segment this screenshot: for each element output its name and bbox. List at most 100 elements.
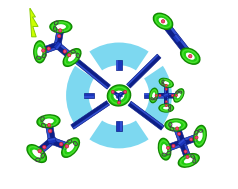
Ellipse shape (55, 24, 67, 30)
Polygon shape (112, 92, 119, 97)
Circle shape (38, 149, 41, 153)
Circle shape (172, 144, 175, 147)
Ellipse shape (181, 48, 200, 64)
Circle shape (42, 49, 45, 52)
Polygon shape (116, 121, 122, 131)
Polygon shape (116, 93, 122, 96)
Polygon shape (164, 95, 169, 108)
Ellipse shape (161, 143, 168, 155)
Ellipse shape (37, 46, 43, 57)
Polygon shape (75, 59, 110, 89)
Polygon shape (181, 133, 200, 142)
Circle shape (176, 127, 179, 130)
Ellipse shape (159, 138, 171, 160)
Ellipse shape (34, 41, 46, 63)
Polygon shape (51, 137, 72, 151)
Polygon shape (45, 122, 51, 141)
Circle shape (165, 84, 167, 86)
Polygon shape (116, 93, 122, 98)
Polygon shape (54, 26, 60, 45)
Ellipse shape (165, 119, 187, 131)
Polygon shape (48, 138, 56, 141)
Ellipse shape (174, 89, 184, 102)
Polygon shape (118, 91, 125, 95)
Circle shape (188, 54, 192, 58)
Circle shape (159, 94, 161, 97)
Circle shape (60, 143, 63, 146)
Ellipse shape (194, 125, 206, 147)
Circle shape (47, 47, 50, 50)
Polygon shape (30, 9, 38, 37)
Polygon shape (118, 95, 120, 103)
Polygon shape (55, 43, 62, 50)
Polygon shape (54, 26, 64, 46)
Polygon shape (116, 60, 119, 70)
Polygon shape (163, 93, 169, 96)
Polygon shape (183, 142, 192, 160)
Circle shape (111, 90, 114, 93)
Circle shape (43, 145, 46, 149)
Polygon shape (118, 91, 126, 97)
Polygon shape (144, 93, 154, 95)
Wedge shape (89, 121, 149, 148)
Ellipse shape (43, 118, 55, 125)
Polygon shape (172, 34, 181, 43)
Ellipse shape (170, 122, 182, 128)
Circle shape (190, 138, 193, 141)
Circle shape (165, 88, 167, 90)
Polygon shape (164, 83, 169, 95)
Polygon shape (175, 34, 181, 41)
Polygon shape (35, 138, 54, 156)
Ellipse shape (185, 52, 195, 60)
Polygon shape (73, 104, 109, 129)
Wedge shape (144, 66, 172, 125)
Ellipse shape (113, 90, 125, 101)
Circle shape (175, 94, 177, 97)
Ellipse shape (153, 13, 173, 29)
Wedge shape (89, 43, 149, 70)
Circle shape (63, 50, 66, 53)
Polygon shape (173, 125, 181, 144)
Polygon shape (167, 95, 169, 108)
Circle shape (184, 150, 187, 153)
Ellipse shape (149, 88, 158, 103)
Circle shape (171, 94, 174, 97)
Polygon shape (178, 139, 185, 145)
Polygon shape (166, 93, 179, 95)
Polygon shape (84, 96, 94, 98)
Circle shape (167, 146, 170, 149)
Circle shape (178, 132, 181, 136)
Ellipse shape (66, 143, 75, 153)
Ellipse shape (32, 149, 42, 158)
Polygon shape (127, 54, 159, 86)
Polygon shape (166, 93, 179, 98)
Polygon shape (164, 19, 193, 56)
Polygon shape (181, 133, 201, 146)
Ellipse shape (62, 138, 79, 157)
Ellipse shape (159, 78, 173, 87)
Circle shape (155, 94, 157, 97)
Polygon shape (154, 93, 166, 98)
Circle shape (165, 105, 167, 107)
Ellipse shape (176, 92, 181, 99)
Circle shape (48, 129, 52, 133)
Polygon shape (144, 93, 154, 98)
Ellipse shape (158, 17, 168, 26)
Polygon shape (179, 142, 192, 162)
Ellipse shape (37, 115, 60, 128)
Polygon shape (112, 91, 120, 97)
Polygon shape (84, 93, 94, 98)
Circle shape (59, 29, 62, 32)
Polygon shape (40, 46, 59, 55)
Polygon shape (75, 61, 108, 89)
Ellipse shape (67, 53, 77, 62)
Ellipse shape (50, 21, 72, 33)
Polygon shape (119, 95, 120, 103)
Circle shape (195, 136, 198, 139)
Polygon shape (53, 41, 62, 50)
Polygon shape (71, 101, 109, 129)
Polygon shape (165, 144, 183, 152)
Polygon shape (164, 139, 183, 152)
Polygon shape (58, 43, 74, 57)
Polygon shape (164, 83, 166, 95)
